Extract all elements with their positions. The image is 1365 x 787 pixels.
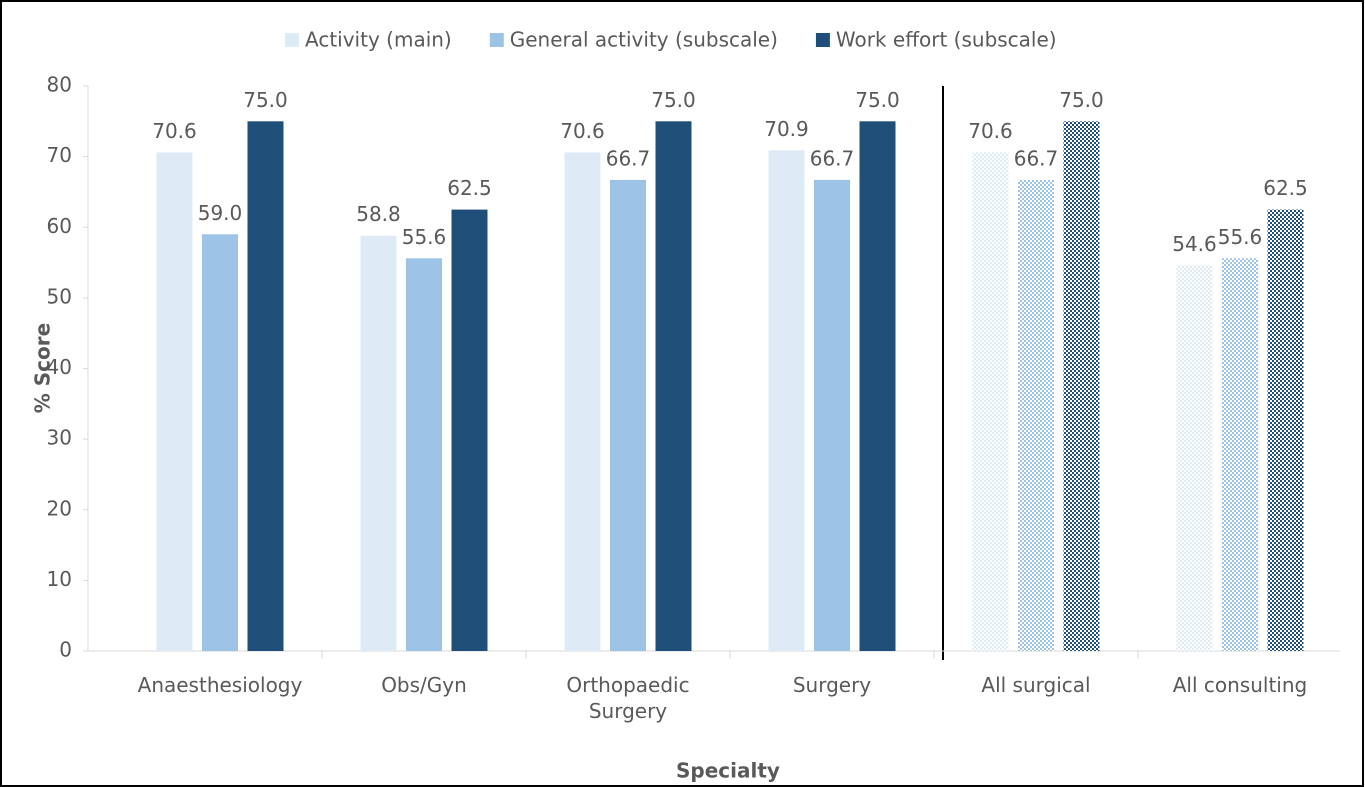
bar: [247, 121, 284, 651]
value-label: 66.7: [606, 146, 651, 170]
bar: [610, 179, 646, 651]
value-label: 55.6: [402, 225, 447, 249]
value-label: 70.6: [560, 119, 605, 143]
legend-swatch: [815, 33, 830, 47]
bar: [859, 121, 896, 651]
x-tick-label: All surgical: [981, 673, 1091, 697]
bar: [202, 234, 238, 651]
y-tick-label: 20: [47, 496, 72, 520]
value-label: 66.7: [1014, 146, 1059, 170]
x-tick-label: Surgery: [792, 673, 872, 697]
value-label: 62.5: [1263, 176, 1308, 200]
y-tick-label: 10: [47, 567, 72, 591]
bar: [360, 235, 397, 651]
y-tick-label: 60: [47, 214, 72, 238]
x-tick-label: Orthopaedic Surgery: [566, 673, 690, 723]
value-label: 75.0: [1059, 88, 1104, 112]
value-label: 54.6: [1172, 232, 1217, 256]
bar: [814, 179, 850, 651]
bar: [972, 152, 1009, 651]
value-label: 59.0: [198, 201, 243, 225]
value-label: 70.9: [764, 117, 809, 141]
bar: [451, 209, 488, 651]
y-tick-label: 0: [59, 638, 72, 662]
bar: [655, 121, 692, 651]
bar: [768, 150, 805, 652]
value-label: 58.8: [356, 202, 401, 226]
legend-swatch: [285, 33, 299, 47]
y-tick-label: 80: [47, 73, 72, 97]
y-tick-label: 40: [47, 355, 72, 379]
bar: [1063, 121, 1100, 651]
bar: [406, 258, 442, 651]
value-label: 55.6: [1218, 225, 1263, 249]
x-tick-label: All consulting: [1172, 673, 1308, 697]
y-axis-title: % Score: [31, 323, 55, 413]
value-label: 75.0: [651, 88, 696, 112]
legend-swatch: [489, 33, 504, 47]
value-label: 70.6: [152, 119, 197, 143]
x-axis-title: Specialty: [676, 759, 780, 783]
value-label: 70.6: [968, 119, 1013, 143]
bar: [1176, 265, 1213, 651]
y-tick-label: 50: [47, 284, 72, 308]
value-label: 62.5: [447, 176, 492, 200]
legend-label: Activity (main): [305, 28, 452, 52]
x-tick-label: Obs/Gyn: [381, 673, 467, 697]
bar: [1222, 258, 1258, 651]
value-label: 66.7: [810, 146, 855, 170]
legend-label: General activity (subscale): [510, 28, 778, 52]
bar: [564, 152, 601, 651]
bar: [1018, 179, 1054, 651]
value-label: 75.0: [855, 88, 900, 112]
bar: [156, 152, 193, 651]
x-tick-label: Anaesthesiology: [137, 673, 303, 697]
y-tick-label: 70: [47, 143, 72, 167]
y-tick-label: 30: [47, 426, 72, 450]
legend-label: Work effort (subscale): [836, 28, 1057, 52]
bar: [1267, 209, 1304, 651]
value-label: 75.0: [243, 88, 288, 112]
